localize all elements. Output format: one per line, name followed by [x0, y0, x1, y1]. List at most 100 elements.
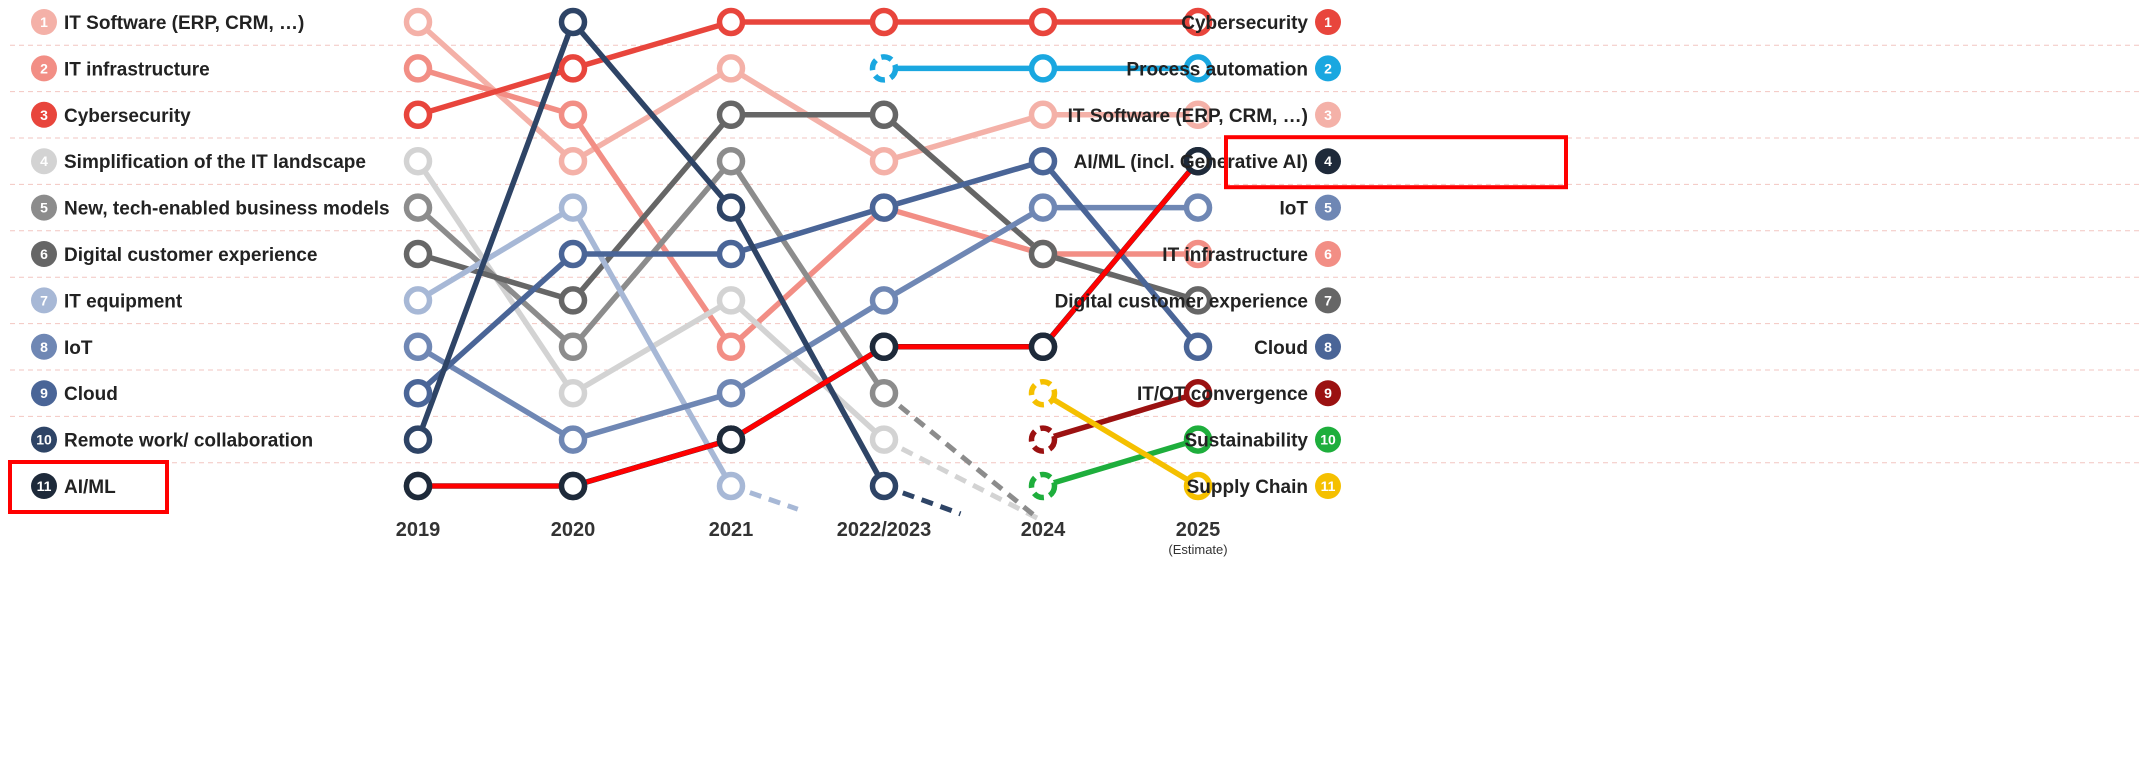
marker-it_software — [1183, 100, 1213, 130]
left-label: AI/ML — [64, 477, 116, 498]
right-label: IT/OT convergence — [1137, 384, 1308, 405]
rank-badge-number: 5 — [1324, 200, 1332, 216]
highlight-segment — [570, 437, 734, 489]
marker-process_automation — [869, 54, 899, 83]
marker-iot — [403, 332, 433, 362]
right-label: Digital customer experience — [1055, 291, 1308, 312]
series-segment-remote_work — [415, 19, 576, 443]
series-fade-new_business_models — [882, 391, 1040, 521]
rank-badge-number: 10 — [1320, 432, 1336, 448]
rank-badge-number: 8 — [40, 339, 48, 355]
marker-remote_work — [869, 471, 899, 501]
right-label: IT infrastructure — [1162, 245, 1308, 266]
marker-new_business_models — [716, 146, 746, 176]
rank-badge-number: 7 — [40, 292, 48, 308]
marker-sustainability — [1183, 425, 1213, 454]
marker-simplification — [403, 146, 433, 176]
marker-it_software — [716, 54, 746, 83]
marker-it_software — [403, 7, 433, 37]
marker-cybersecurity — [1028, 7, 1058, 37]
highlight-segment — [1040, 158, 1201, 350]
marker-simplification — [869, 425, 899, 454]
rank-badge-number: 8 — [1324, 339, 1332, 355]
rank-badge — [1315, 101, 1341, 128]
series-segment-it_equipment — [415, 204, 576, 304]
marker-new_business_models — [869, 378, 899, 408]
marker-sustainability — [1028, 471, 1058, 501]
rank-badge-number: 10 — [36, 432, 52, 448]
series-segment-remote_work — [570, 19, 734, 211]
marker-cloud — [558, 239, 588, 269]
marker-it_software — [869, 146, 899, 176]
right-label: Cloud — [1254, 338, 1308, 359]
right-label: Cybersecurity — [1181, 13, 1308, 34]
rank-badge — [31, 148, 57, 175]
marker-it_ot_convergence — [1183, 378, 1213, 408]
highlight-box-right — [1224, 135, 1568, 190]
marker-iot — [1183, 193, 1213, 222]
left-label: IT infrastructure — [64, 59, 210, 80]
marker-process_automation — [1183, 54, 1213, 83]
rank-badge — [31, 473, 57, 499]
marker-cybersecurity — [869, 7, 899, 37]
rank-badge — [1315, 9, 1341, 35]
x-tick-label: 2022/2023 — [837, 519, 932, 541]
marker-ai_ml — [403, 471, 433, 501]
series-segment-cloud — [881, 158, 1046, 211]
marker-digital_cx — [1028, 239, 1058, 269]
rank-badge-number: 11 — [37, 478, 52, 494]
series-segment-digital_cx — [1040, 251, 1201, 304]
rank-badge — [31, 55, 57, 82]
highlight-segment — [728, 344, 887, 443]
series-segment-cybersecurity — [415, 65, 576, 118]
marker-iot — [558, 425, 588, 454]
rank-badge-number: 1 — [1324, 14, 1332, 30]
rank-badge-number: 2 — [1324, 60, 1332, 76]
right-label: Sustainability — [1184, 431, 1308, 452]
marker-it_equipment — [403, 286, 433, 315]
rank-badge-number: 4 — [1324, 153, 1332, 169]
series-segment-it_infrastructure — [881, 204, 1046, 257]
rank-badge — [31, 380, 57, 407]
rank-badge — [31, 9, 57, 35]
left-label: Cloud — [64, 384, 118, 405]
rank-badge-number: 9 — [40, 385, 48, 401]
right-label: AI/ML (incl. Generative AI) — [1074, 152, 1308, 173]
left-label: New, tech-enabled business models — [64, 199, 390, 220]
marker-cybersecurity — [403, 100, 433, 130]
marker-it_infrastructure — [403, 54, 433, 83]
series-segment-digital_cx — [570, 112, 734, 304]
rank-badge-number: 6 — [1324, 246, 1332, 262]
marker-digital_cx — [403, 239, 433, 269]
x-tick-label: 2020 — [551, 519, 596, 541]
right-label: Supply Chain — [1187, 477, 1308, 498]
series-segment-simplification — [728, 297, 887, 443]
marker-cloud — [403, 378, 433, 408]
rank-badge-number: 4 — [40, 153, 48, 169]
rank-badge — [31, 194, 57, 221]
rank-badge-number: 11 — [1321, 478, 1336, 494]
x-tick-label: 2024 — [1021, 519, 1066, 541]
series-fade-remote_work — [883, 483, 962, 517]
marker-iot — [1028, 193, 1058, 222]
rank-badge — [31, 101, 57, 128]
marker-new_business_models — [403, 193, 433, 222]
x-tick-sublabel: (Estimate) — [1168, 542, 1227, 557]
rank-badge — [1315, 380, 1341, 407]
marker-digital_cx — [558, 286, 588, 315]
marker-iot — [716, 378, 746, 408]
marker-simplification — [716, 286, 746, 315]
marker-ai_ml — [869, 332, 899, 362]
x-tick-label: 2019 — [396, 519, 441, 541]
marker-ai_ml — [1183, 146, 1213, 176]
left-label: IT Software (ERP, CRM, …) — [64, 13, 304, 34]
marker-supply_chain — [1028, 378, 1058, 408]
rank-badge-number: 3 — [40, 107, 48, 123]
rank-badge — [31, 241, 57, 267]
highlight-box-left — [8, 460, 169, 514]
marker-cloud — [1028, 146, 1058, 176]
right-label: Process automation — [1126, 59, 1308, 80]
rank-badge — [1315, 426, 1341, 453]
series-segment-it_infrastructure — [570, 112, 734, 350]
marker-it_ot_convergence — [1028, 425, 1058, 454]
